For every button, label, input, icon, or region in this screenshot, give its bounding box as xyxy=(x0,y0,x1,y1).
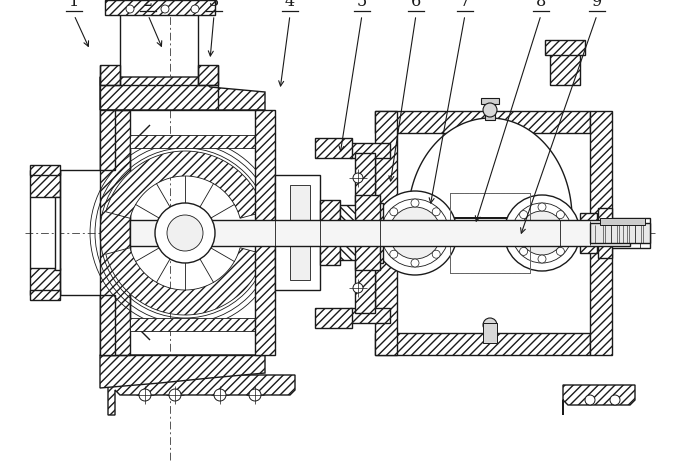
Polygon shape xyxy=(590,218,650,248)
Circle shape xyxy=(520,211,527,219)
Circle shape xyxy=(411,259,419,267)
Bar xyxy=(590,223,650,243)
Circle shape xyxy=(504,195,580,271)
Circle shape xyxy=(520,247,527,255)
Bar xyxy=(600,218,645,225)
Text: 4: 4 xyxy=(285,0,295,10)
Polygon shape xyxy=(105,0,215,15)
Polygon shape xyxy=(130,135,265,148)
Polygon shape xyxy=(483,323,497,343)
Polygon shape xyxy=(367,203,383,263)
Polygon shape xyxy=(375,111,590,133)
Polygon shape xyxy=(290,185,310,280)
Polygon shape xyxy=(30,290,60,300)
Polygon shape xyxy=(30,170,60,197)
Text: 6: 6 xyxy=(411,0,421,10)
Circle shape xyxy=(538,203,546,211)
Polygon shape xyxy=(106,151,264,218)
Circle shape xyxy=(564,229,572,237)
Circle shape xyxy=(167,215,203,251)
Polygon shape xyxy=(100,110,115,170)
Bar xyxy=(450,193,530,273)
Polygon shape xyxy=(100,110,130,355)
Circle shape xyxy=(512,203,572,263)
Circle shape xyxy=(483,318,497,332)
Circle shape xyxy=(432,208,440,216)
Text: 5: 5 xyxy=(357,0,367,10)
Circle shape xyxy=(432,250,440,258)
Bar xyxy=(450,193,530,273)
Polygon shape xyxy=(350,308,390,323)
Circle shape xyxy=(520,211,564,255)
Polygon shape xyxy=(580,213,597,253)
Polygon shape xyxy=(315,308,352,328)
Polygon shape xyxy=(340,205,360,260)
Polygon shape xyxy=(545,40,585,55)
Circle shape xyxy=(381,229,389,237)
Polygon shape xyxy=(375,111,397,355)
Polygon shape xyxy=(30,165,60,175)
Polygon shape xyxy=(355,153,375,313)
Polygon shape xyxy=(350,143,390,158)
Text: 9: 9 xyxy=(592,0,602,10)
Circle shape xyxy=(155,203,215,263)
Circle shape xyxy=(353,173,363,183)
Circle shape xyxy=(483,103,497,117)
Circle shape xyxy=(353,283,363,293)
Circle shape xyxy=(390,250,397,258)
Circle shape xyxy=(373,191,457,275)
Polygon shape xyxy=(130,318,265,331)
Circle shape xyxy=(538,255,546,263)
Circle shape xyxy=(157,205,213,261)
Circle shape xyxy=(390,208,397,216)
Polygon shape xyxy=(55,197,60,270)
Polygon shape xyxy=(598,208,612,258)
Circle shape xyxy=(441,229,449,237)
Polygon shape xyxy=(563,385,635,415)
Polygon shape xyxy=(315,138,352,158)
Circle shape xyxy=(191,5,199,13)
Text: 3: 3 xyxy=(209,0,219,10)
Circle shape xyxy=(161,5,169,13)
Bar xyxy=(485,102,495,120)
Polygon shape xyxy=(408,118,572,218)
Polygon shape xyxy=(108,375,295,415)
Polygon shape xyxy=(590,111,612,355)
Circle shape xyxy=(214,389,226,401)
Text: 1: 1 xyxy=(69,0,79,10)
Polygon shape xyxy=(100,77,265,110)
Polygon shape xyxy=(100,65,120,85)
Polygon shape xyxy=(481,98,499,104)
Circle shape xyxy=(411,199,419,207)
Circle shape xyxy=(610,395,620,405)
Text: 7: 7 xyxy=(460,0,470,10)
Circle shape xyxy=(169,389,181,401)
Circle shape xyxy=(126,5,134,13)
Circle shape xyxy=(512,229,520,237)
Polygon shape xyxy=(106,248,264,315)
Circle shape xyxy=(556,247,564,255)
Circle shape xyxy=(381,199,449,267)
Text: 8: 8 xyxy=(536,0,546,10)
Polygon shape xyxy=(255,110,275,355)
Circle shape xyxy=(167,215,203,251)
Polygon shape xyxy=(375,333,590,355)
Circle shape xyxy=(389,207,441,259)
Circle shape xyxy=(139,389,151,401)
Polygon shape xyxy=(30,268,60,295)
Polygon shape xyxy=(320,200,340,265)
Polygon shape xyxy=(355,195,380,270)
Bar xyxy=(130,220,630,246)
Text: 2: 2 xyxy=(143,0,153,10)
Circle shape xyxy=(249,389,261,401)
Polygon shape xyxy=(550,50,580,85)
Polygon shape xyxy=(100,355,265,388)
Polygon shape xyxy=(198,65,218,85)
Circle shape xyxy=(556,211,564,219)
Circle shape xyxy=(585,395,595,405)
Polygon shape xyxy=(275,175,320,290)
Polygon shape xyxy=(100,295,115,355)
